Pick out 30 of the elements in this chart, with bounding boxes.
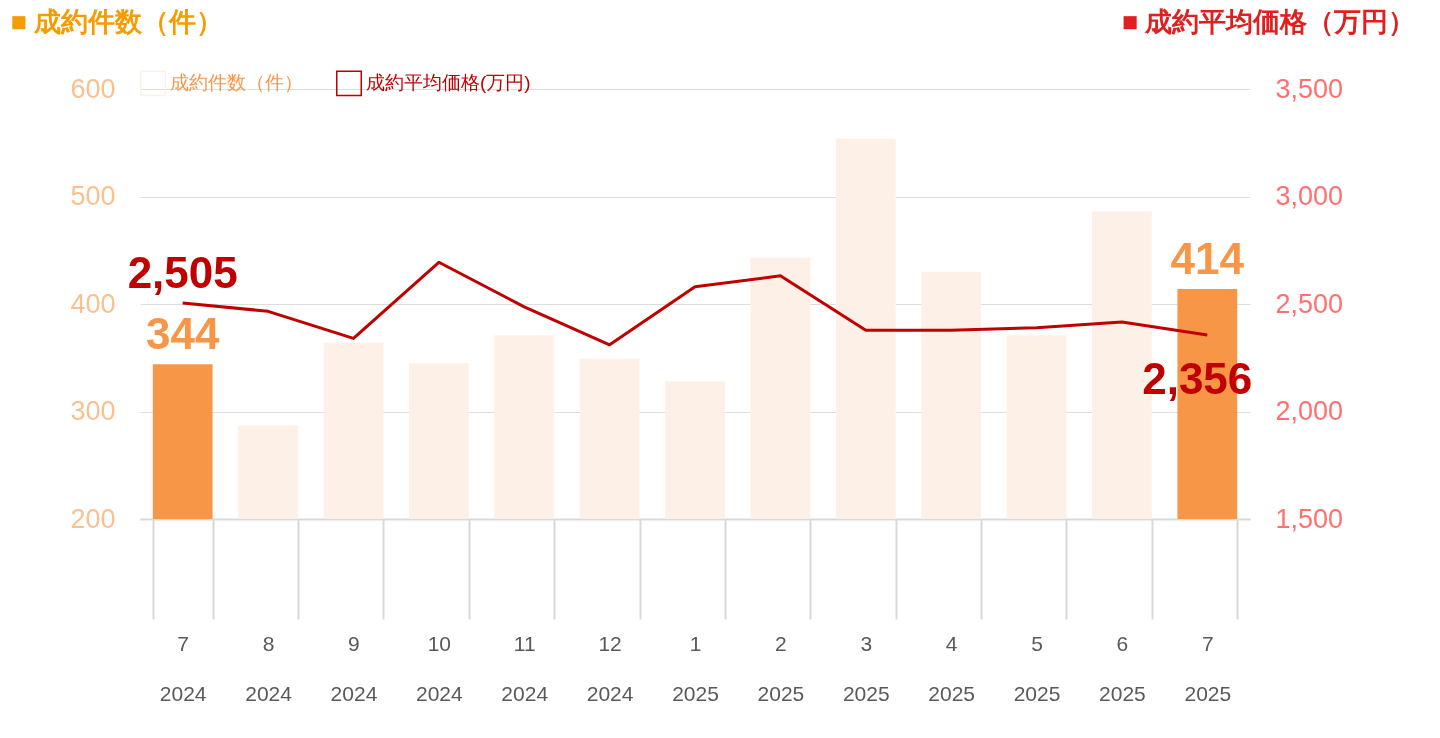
y2-tick-label: 3,500 xyxy=(1275,73,1344,104)
y2-tick-label: 2,000 xyxy=(1275,396,1344,426)
category-label: 2 2025 xyxy=(757,631,805,705)
y2-tick-label: 2,500 xyxy=(1275,288,1344,319)
category-label: 1 2025 xyxy=(672,631,719,705)
legend-label: 成約平均価格(万円) xyxy=(366,72,531,94)
category-label: 11 2024 xyxy=(501,631,549,705)
y2-tick-label: 1,500 xyxy=(1275,503,1344,534)
category-label: 3 2025 xyxy=(842,631,890,705)
category-label: 4 2025 xyxy=(928,631,976,705)
category-label: 7 2024 xyxy=(159,631,207,705)
y2-axis-title: ■ 成約平均価格（万円） xyxy=(1121,6,1416,37)
y-tick-label: 500 xyxy=(70,181,116,211)
category-label: 8 2024 xyxy=(245,631,292,705)
category-label: 12 2024 xyxy=(586,631,634,705)
y-tick-label: 400 xyxy=(70,288,116,319)
data-label: 344 xyxy=(145,309,220,359)
category-label: 10 2024 xyxy=(415,631,463,705)
category-label: 9 2024 xyxy=(330,631,378,705)
y2-tick-label: 3,000 xyxy=(1275,181,1344,211)
category-label: 5 2025 xyxy=(1013,631,1061,705)
data-label: 2,505 xyxy=(127,247,238,297)
y-tick-label: 300 xyxy=(70,396,116,426)
y-tick-label: 200 xyxy=(70,503,116,534)
y-axis-title: ■ 成約件数（件） xyxy=(10,6,224,37)
data-label: 414 xyxy=(1170,233,1245,283)
category-label: 6 2025 xyxy=(1099,631,1146,705)
category-label: 7 2025 xyxy=(1184,631,1232,705)
y-tick-label: 600 xyxy=(70,73,116,104)
legend-label: 成約件数（件） xyxy=(170,72,303,94)
